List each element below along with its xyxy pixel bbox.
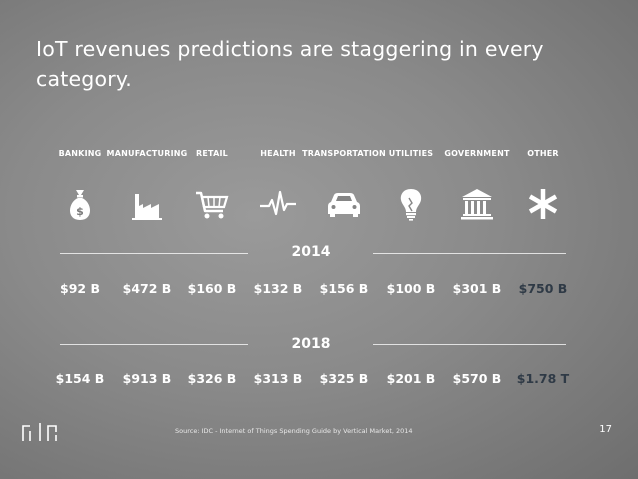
money-bag-icon: $	[60, 184, 100, 224]
category-label-government: GOVERNMENT	[444, 149, 510, 158]
svg-text:$: $	[76, 205, 84, 218]
source-citation: Source: IDC - Internet of Things Spendin…	[175, 427, 413, 435]
year-label-2018: 2018	[291, 336, 331, 352]
value-2018-retail: $326 B	[187, 371, 237, 386]
category-label-other: OTHER	[527, 149, 559, 158]
page-number: 17	[599, 424, 612, 435]
car-icon	[324, 184, 364, 224]
government-building-icon	[457, 184, 497, 224]
category-label-retail: RETAIL	[196, 149, 228, 158]
value-2014-utilities: $100 B	[386, 281, 436, 296]
value-2018-banking: $154 B	[55, 371, 105, 386]
value-2014-banking: $92 B	[60, 281, 100, 296]
value-2018-manufacturing: $913 B	[122, 371, 172, 386]
asterisk-icon	[523, 184, 563, 224]
value-2014-manufacturing: $472 B	[122, 281, 172, 296]
value-2018-health: $313 B	[253, 371, 303, 386]
company-logo	[20, 422, 74, 442]
divider-2018-left	[60, 344, 248, 345]
category-label-manufacturing: MANUFACTURING	[106, 149, 188, 158]
factory-icon	[127, 184, 167, 224]
category-label-banking: BANKING	[58, 149, 102, 158]
value-2014-government: $301 B	[452, 281, 502, 296]
heartbeat-icon	[258, 184, 298, 224]
category-label-transportation: TRANSPORTATION	[302, 149, 386, 158]
value-2014-health: $132 B	[253, 281, 303, 296]
divider-2014-left	[60, 253, 248, 254]
year-label-2014: 2014	[291, 244, 331, 260]
shopping-cart-icon	[192, 184, 232, 224]
divider-2018-right	[373, 344, 566, 345]
lightbulb-icon	[391, 184, 431, 224]
category-label-health: HEALTH	[260, 149, 296, 158]
category-label-utilities: UTILITIES	[388, 149, 434, 158]
slide-title: IoT revenues predictions are staggering …	[36, 37, 544, 91]
value-2018-utilities: $201 B	[386, 371, 436, 386]
value-2014-transportation: $156 B	[319, 281, 369, 296]
value-2014-retail: $160 B	[187, 281, 237, 296]
value-2018-transportation: $325 B	[319, 371, 369, 386]
value-2018-other: $1.78 T	[516, 371, 570, 386]
value-2018-government: $570 B	[452, 371, 502, 386]
divider-2014-right	[373, 253, 566, 254]
value-2014-other: $750 B	[518, 281, 568, 296]
